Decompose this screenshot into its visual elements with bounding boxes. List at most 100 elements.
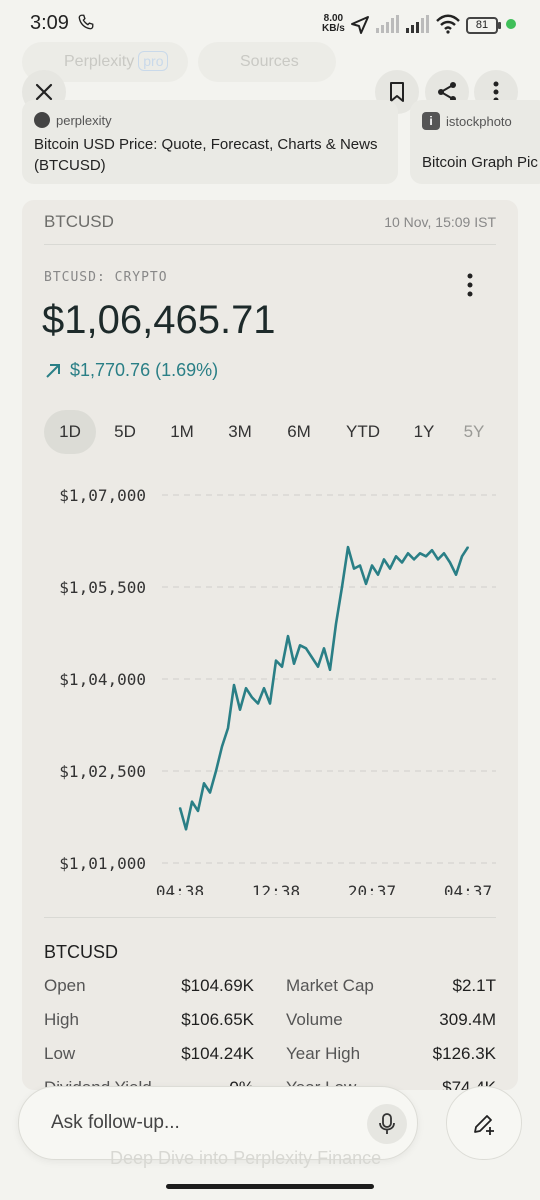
source-card[interactable]: i istockphoto Bitcoin Graph Pic [410,100,540,184]
price-point [287,635,289,637]
more-vertical-icon [467,273,473,297]
price-point [341,586,343,588]
call-icon [77,13,95,36]
arrow-up-right-icon [46,363,60,378]
price-chart: $1,07,000 $1,05,500 $1,04,000 $1,02,500 $1,0… [22,475,518,901]
stat-value: $126.3K [432,1044,496,1063]
price-point [449,561,451,564]
close-icon [35,83,53,101]
price-point [455,573,457,576]
price-point [227,727,229,729]
price-point [359,564,361,567]
price-point [407,552,409,555]
range-tab-1y[interactable]: 1Y [413,422,435,441]
status-bar: 3:09 8.00 KB/s 81 [0,0,540,52]
price-point [419,552,421,555]
source-header: i istockphoto [422,112,512,130]
stat-label: Volume [286,1010,343,1029]
price-point [203,782,205,785]
price-point [329,669,331,671]
stat-value: $2.1T [452,976,496,995]
navigation-arrow-icon [350,15,370,40]
input-placeholder: Ask follow-up... [51,1112,180,1133]
price-point [185,828,187,831]
source-site: istockphoto [446,113,512,129]
divider [44,244,496,245]
price-chart-svg: $1,07,000 $1,05,500 $1,04,000 $1,02,500 $1,0… [59,486,496,901]
sources-chip[interactable]: Sources [198,42,336,82]
stat-label: Open [44,976,86,995]
source-card[interactable]: perplexity Bitcoin USD Price: Quote, For… [22,100,398,184]
stat-label: Market Cap [286,976,374,995]
wifi-icon [435,14,461,39]
price-point [299,644,301,647]
price-point [257,702,259,705]
range-tab-1m[interactable]: 1M [170,422,194,441]
range-tab-5y[interactable]: 5Y [463,422,485,441]
stats-table: Open $104.69K Market Cap $2.1T High $106.65K V… [22,976,518,1090]
stat-value: $104.24K [181,1044,254,1063]
price-point [347,546,349,548]
chip-label: Sources [240,53,299,70]
current-price: $1,06,465.71 [42,298,276,342]
price-point [395,555,397,558]
price-point [215,770,217,772]
price-point [323,647,325,650]
range-tab-1d[interactable]: 1D [44,410,96,454]
range-tab-3m[interactable]: 3M [228,422,252,441]
range-tab-ytd[interactable]: YTD [346,422,380,441]
signal-icon [405,14,431,39]
bookmark-icon [390,82,404,102]
source-title: Bitcoin Graph Pic [422,154,538,171]
price-point [179,807,181,809]
price-point [209,791,211,794]
stat-value: $106.65K [181,1010,254,1029]
price-point [461,555,463,558]
privacy-indicator [506,19,516,29]
source-site: perplexity [56,112,112,128]
finance-ticker: BTCUSD [44,212,114,231]
stat-value: 309.4M [439,1010,496,1029]
y-tick-label: $1,01,000 [59,854,146,873]
y-tick-label: $1,05,500 [59,578,146,597]
new-thread-button[interactable] [446,1086,522,1160]
chip-label: Perplexity [64,53,135,70]
y-tick-label: $1,07,000 [59,486,146,505]
range-tab-5d[interactable]: 5D [114,422,136,441]
x-tick-label: 04:38 [156,882,204,895]
x-tick-label: 12:38 [252,882,300,895]
finance-timestamp: 10 Nov, 15:09 IST [384,214,496,230]
ghost-suggestion: Deep Dive into Perplexity Finance [110,1148,382,1168]
price-point [371,564,373,567]
price-point [389,567,391,570]
range-tab-6m[interactable]: 6M [287,422,311,441]
price-point [425,555,427,558]
price-point [311,656,313,659]
more-vertical-icon [493,81,499,103]
price-point [251,696,253,699]
price-point [443,552,445,555]
home-indicator [166,1184,374,1189]
perplexity-logo-icon [34,112,50,128]
price-point [269,702,271,705]
stat-value: $104.69K [181,976,254,995]
price-point [353,567,355,570]
divider [44,917,496,918]
price-point [437,558,439,561]
price-point [281,665,283,668]
price-point [365,583,367,585]
time-range-tabs: 1D 5D 1M 3M 6M YTD 1Y 5Y [44,410,498,454]
mic-button[interactable] [367,1104,407,1144]
price-point [191,800,193,803]
follow-up-input[interactable]: Ask follow-up... [18,1086,418,1160]
price-series-line [178,545,470,831]
price-point [305,647,307,650]
price-point [377,573,379,576]
stat-label: High [44,1010,79,1029]
price-point [383,558,385,561]
x-tick-label: 04:37 [444,882,492,895]
chart-options-button[interactable] [466,272,474,303]
price-point [431,549,433,551]
price-point [275,659,277,662]
stat-label: Low [44,1044,76,1063]
